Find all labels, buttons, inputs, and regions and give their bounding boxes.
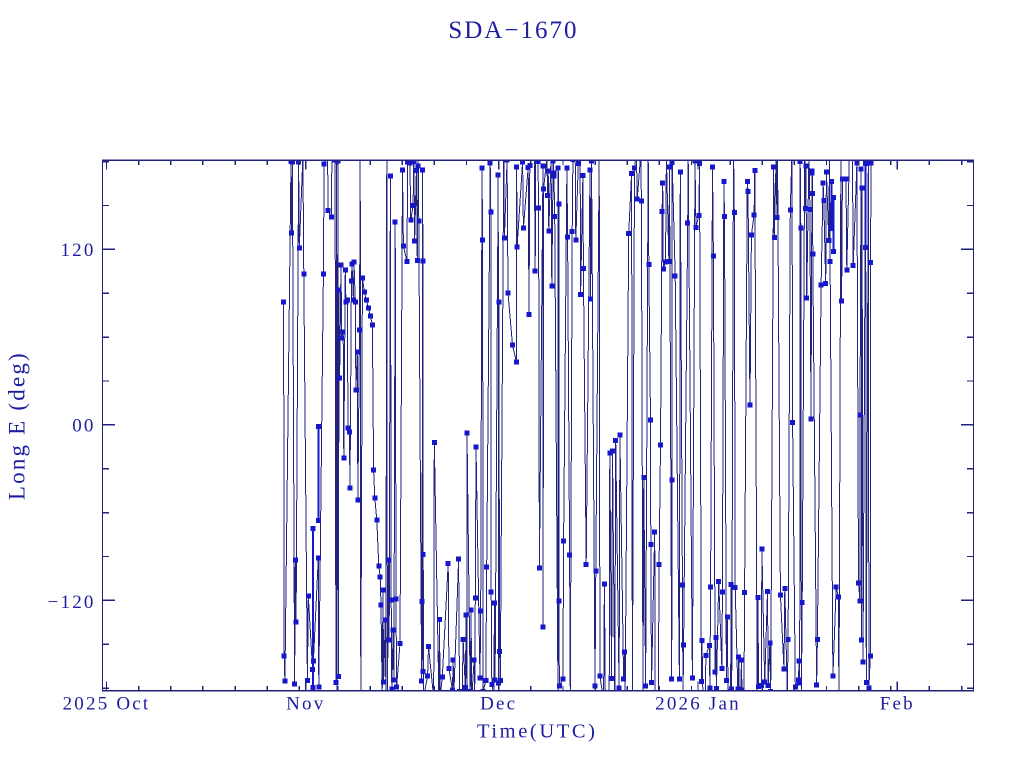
svg-text:120: 120 bbox=[60, 240, 95, 261]
svg-text:00: 00 bbox=[72, 416, 95, 437]
svg-text:Dec: Dec bbox=[480, 694, 517, 715]
svg-text:Feb: Feb bbox=[880, 694, 915, 715]
svg-text:2025 Oct: 2025 Oct bbox=[63, 694, 151, 715]
svg-text:SDA−1670: SDA−1670 bbox=[448, 17, 578, 44]
svg-text:2026 Jan: 2026 Jan bbox=[655, 694, 741, 715]
svg-text:Long E (deg): Long E (deg) bbox=[5, 351, 30, 500]
svg-text:−120: −120 bbox=[48, 592, 96, 613]
svg-text:Time(UTC): Time(UTC) bbox=[477, 721, 598, 743]
svg-text:Nov: Nov bbox=[286, 694, 325, 715]
